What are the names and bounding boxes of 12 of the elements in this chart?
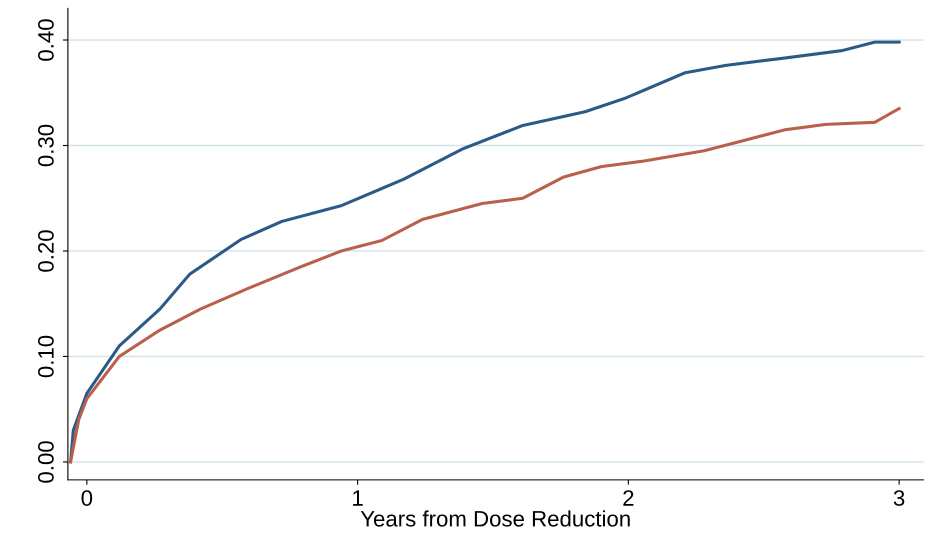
y-tick-label: 0.00 xyxy=(38,441,54,483)
x-tick-label: 1 xyxy=(353,490,363,506)
y-tick-label: 0.30 xyxy=(38,124,54,166)
line-series xyxy=(69,40,901,464)
y-tick-label: 0.20 xyxy=(38,230,54,272)
y-tick-label: 0.10 xyxy=(38,336,54,378)
x-tick-label: 0 xyxy=(82,490,92,506)
x-axis-title: Years from Dose Reduction xyxy=(360,510,630,527)
y-tick-label: 0.40 xyxy=(38,19,54,61)
line-series xyxy=(69,107,901,464)
x-tick-label: 3 xyxy=(894,490,904,506)
x-tick-label: 2 xyxy=(623,490,634,506)
